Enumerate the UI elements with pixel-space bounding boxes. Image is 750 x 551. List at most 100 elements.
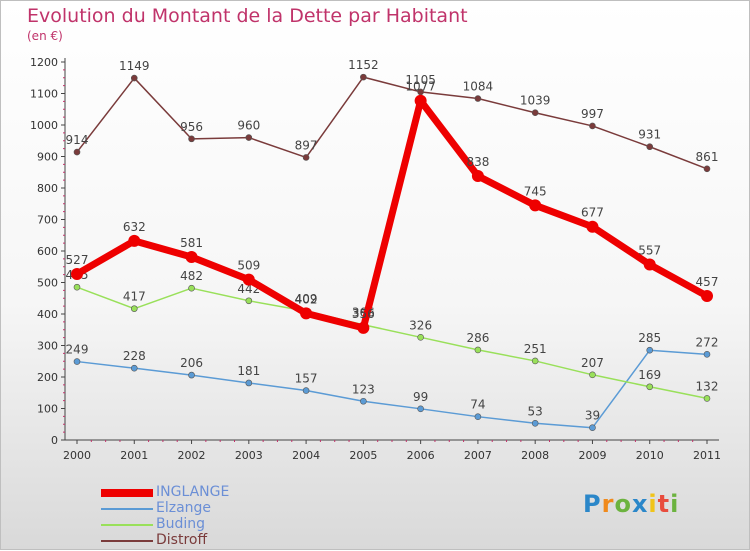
data-point-inglange	[701, 290, 713, 303]
y-tick-label: 900	[37, 151, 58, 164]
data-point-inglange	[300, 307, 313, 320]
data-label-inglange: 527	[66, 253, 89, 267]
data-label-inglange: 632	[123, 220, 146, 234]
logo-letter: i	[670, 490, 680, 518]
data-label-elzange: 74	[470, 398, 485, 412]
data-point-distroff	[360, 73, 367, 81]
logo-letter: t	[657, 490, 671, 518]
data-label-elzange: 53	[528, 404, 543, 418]
x-tick-label: 2004	[292, 449, 320, 462]
x-tick-label: 2001	[120, 449, 148, 462]
data-label-buding: 207	[581, 356, 604, 370]
y-tick-label: 0	[51, 434, 58, 447]
data-point-inglange	[414, 94, 427, 107]
data-label-distroff: 960	[237, 119, 260, 133]
chart-title: Evolution du Montant de la Dette par Hab…	[27, 5, 468, 27]
data-point-elzange	[703, 351, 711, 358]
logo-letter: r	[601, 490, 615, 518]
data-label-inglange: 1077	[405, 80, 436, 94]
data-label-inglange: 457	[696, 275, 719, 289]
data-label-distroff: 931	[638, 128, 661, 142]
data-label-elzange: 228	[123, 349, 146, 363]
series-line-buding	[76, 286, 708, 400]
x-tick-label: 2008	[521, 449, 549, 462]
data-label-inglange: 838	[466, 155, 489, 169]
x-tick-label: 2002	[178, 449, 206, 462]
data-label-inglange: 557	[638, 244, 661, 258]
data-label-buding: 286	[466, 331, 489, 345]
data-label-elzange: 285	[638, 331, 661, 345]
data-label-distroff: 997	[581, 107, 604, 121]
data-point-elzange	[360, 397, 367, 405]
legend-swatch	[101, 508, 153, 510]
logo-letter: x	[631, 490, 649, 518]
data-point-inglange	[185, 250, 198, 263]
data-label-buding: 326	[409, 318, 432, 332]
data-label-elzange: 99	[413, 390, 428, 404]
data-label-inglange: 677	[581, 206, 604, 220]
data-point-buding	[589, 371, 596, 379]
y-tick-label: 500	[37, 277, 58, 290]
logo-letter: o	[614, 490, 632, 518]
data-point-elzange	[73, 358, 81, 365]
data-point-elzange	[589, 424, 596, 432]
x-tick-label: 2003	[235, 449, 263, 462]
legend-label: INGLANGE	[156, 484, 230, 500]
data-point-buding	[646, 383, 654, 391]
legend-swatch	[101, 540, 153, 542]
data-label-buding: 417	[123, 290, 146, 304]
series-line-distroff	[76, 76, 708, 170]
series-line-inglange	[73, 97, 711, 332]
series-line-elzange	[76, 349, 708, 429]
data-label-elzange: 206	[180, 356, 203, 370]
chart-subtitle: (en €)	[27, 29, 63, 43]
y-tick-label: 1200	[30, 56, 58, 69]
data-point-elzange	[531, 420, 539, 427]
legend-label: Buding	[156, 516, 206, 532]
data-label-distroff: 897	[295, 138, 318, 152]
data-point-buding	[245, 297, 253, 305]
data-point-elzange	[417, 405, 424, 413]
data-point-buding	[417, 334, 424, 341]
data-point-distroff	[531, 109, 539, 117]
x-tick-label: 2006	[407, 449, 435, 462]
data-point-buding	[474, 346, 482, 354]
data-label-distroff: 861	[696, 150, 719, 164]
data-point-buding	[130, 305, 138, 312]
data-label-buding: 132	[696, 379, 719, 393]
proxiti-logo: Proxiti	[583, 490, 679, 518]
data-point-distroff	[188, 135, 195, 143]
y-tick-label: 1000	[30, 119, 58, 132]
data-point-inglange	[357, 321, 370, 334]
x-tick-label: 2009	[578, 449, 606, 462]
data-point-buding	[73, 283, 81, 291]
data-label-elzange: 272	[696, 335, 719, 349]
data-point-inglange	[71, 267, 83, 280]
x-tick-label: 2011	[693, 449, 721, 462]
data-label-inglange: 509	[237, 259, 260, 273]
y-tick-label: 800	[37, 182, 58, 195]
data-label-distroff: 1149	[119, 59, 150, 73]
data-point-buding	[188, 284, 195, 292]
data-point-elzange	[188, 371, 195, 379]
y-tick-label: 200	[37, 371, 58, 384]
data-label-inglange: 356	[352, 307, 375, 321]
data-label-inglange: 745	[524, 184, 547, 198]
data-point-distroff	[589, 122, 596, 130]
chart-legend: INGLANGE Elzange Buding Distroff	[101, 484, 301, 549]
legend-swatch	[101, 489, 153, 497]
data-point-buding	[531, 357, 539, 365]
data-point-distroff	[302, 154, 310, 161]
data-label-elzange: 181	[237, 364, 260, 378]
data-point-distroff	[474, 95, 482, 102]
legend-item-inglange: INGLANGE	[101, 484, 301, 501]
data-point-buding	[703, 395, 711, 402]
data-label-buding: 251	[524, 342, 547, 356]
x-tick-label: 2000	[63, 449, 91, 462]
data-point-distroff	[703, 165, 711, 173]
y-tick-label: 700	[37, 214, 58, 227]
data-point-inglange	[128, 234, 141, 247]
data-label-elzange: 249	[66, 343, 89, 357]
data-label-elzange: 39	[585, 409, 600, 423]
